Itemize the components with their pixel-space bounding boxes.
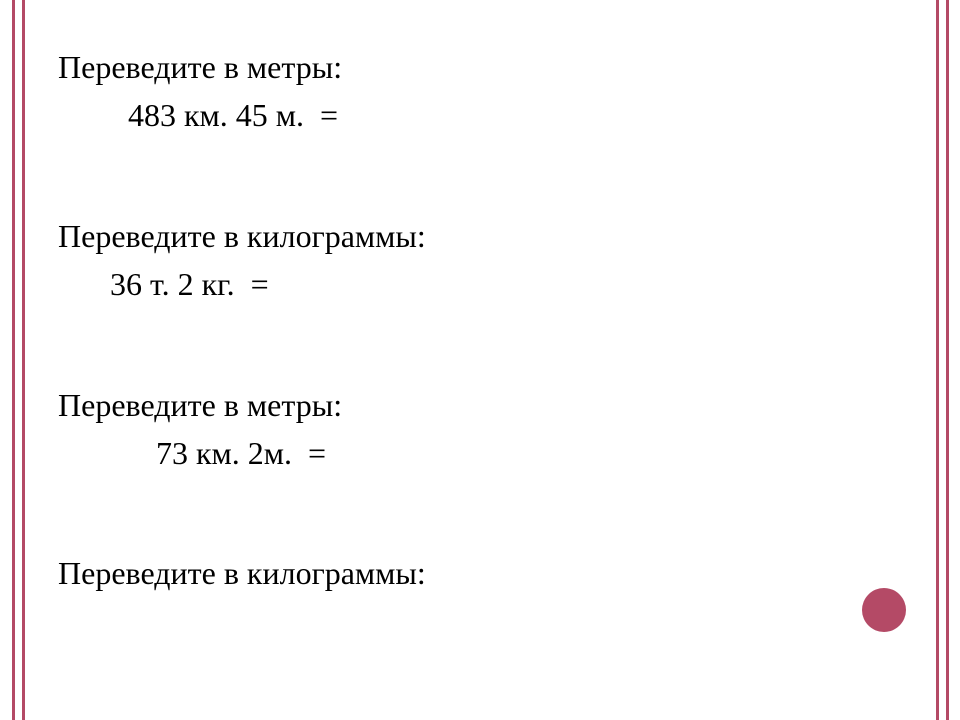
decorative-dot [862, 588, 906, 632]
block-2-expression: 36 т. 2 кг. = [58, 265, 920, 303]
content-area: Переведите в метры: 483 км. 45 м. = Пере… [58, 48, 920, 603]
spacer [58, 145, 920, 217]
right-bar-2 [936, 0, 939, 720]
left-bar-1 [12, 0, 15, 720]
spacer [58, 314, 920, 386]
block-3-expression: 73 км. 2м. = [58, 434, 920, 472]
right-bar-1 [946, 0, 949, 720]
spacer [58, 482, 920, 554]
block-1-expression: 483 км. 45 м. = [58, 96, 920, 134]
block-2-heading: Переведите в килограммы: [58, 217, 920, 255]
block-1-heading: Переведите в метры: [58, 48, 920, 86]
left-bar-2 [22, 0, 25, 720]
block-4-heading: Переведите в килограммы: [58, 554, 920, 592]
block-3-heading: Переведите в метры: [58, 386, 920, 424]
